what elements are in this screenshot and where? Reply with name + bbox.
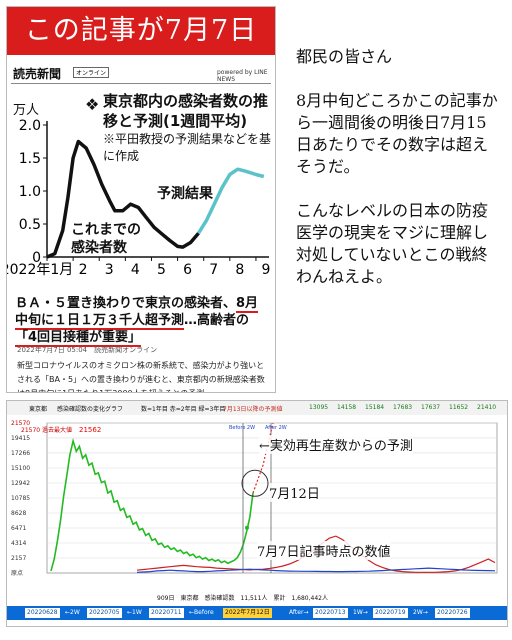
header-location: 東京都	[29, 406, 48, 413]
max-value-label: 21570 過去最大値	[21, 426, 72, 434]
actual-series-line	[46, 139, 200, 259]
chart-note: ※平田教授の予測結果などを基に作成	[103, 132, 272, 163]
nav-after-button[interactable]: After→	[289, 609, 309, 616]
y-tick-label: 4314	[11, 540, 26, 547]
forecast-series-line	[197, 167, 265, 235]
app-header: 東京都 感染確認数の変化グラフ 数=1年目 赤=2年目 緑=3年目 7月13日以…	[7, 401, 507, 415]
news-article-card: この記事が7月7日 読売新聞 オンライン powered by LINE NEW…	[6, 6, 276, 393]
divider	[11, 83, 271, 84]
nav-date-button[interactable]: 20220705	[87, 608, 122, 618]
highlight-circle	[241, 469, 269, 497]
chart-title: 東京都内の感染者数の推移と予測(1週間平均)	[103, 92, 269, 130]
nav-back-1w-button[interactable]: ←1W	[127, 609, 142, 616]
infection-graph-app: 東京都 感染確認数の変化グラフ 数=1年目 赤=2年目 緑=3年目 7月13日以…	[6, 400, 508, 627]
date-navigation: 20220628 ←2W 20220705 ←1W 20220711 ←Befo…	[7, 606, 507, 620]
nav-forward-2w-button[interactable]: 2W→	[413, 609, 428, 616]
user-comment: 都民の皆さん 8月中旬どころかこの記事から一週間後の明後日7月15日あたりでその…	[296, 46, 502, 310]
y-tick-label: 2157	[11, 555, 26, 562]
cube-icon: ❖	[85, 95, 100, 114]
x-tick-label: 5	[157, 262, 166, 278]
comment-paragraph: こんなレベルの日本の防疫医学の現実をマジに理解し対処していないとこの戦終わんねえ…	[296, 201, 489, 286]
date-banner: この記事が7月7日	[7, 7, 275, 55]
nav-date-button[interactable]: 20220628	[25, 608, 60, 618]
nav-forward-1w-button[interactable]: 1W→	[353, 609, 368, 616]
y-tick-label: 6471	[11, 525, 26, 532]
comment-paragraph: 都民の皆さん	[296, 47, 393, 66]
y-tick-label: 19415	[11, 435, 30, 442]
y-tick-label: 15100	[11, 465, 30, 472]
annotation-jul7: 7月7日記事時点の数値	[257, 541, 391, 560]
origin-label: 原点	[11, 569, 23, 577]
series-line	[50, 437, 254, 572]
y-tick-label: 1.5	[19, 151, 41, 167]
y-tick-label: 2.0	[19, 118, 41, 134]
x-tick-label: 2022年1月	[7, 262, 73, 278]
forecast-value: 14158	[337, 404, 357, 411]
x-tick-label: 8	[235, 262, 244, 278]
x-tick-label: 2	[79, 262, 88, 278]
forecast-value: 13095	[309, 404, 329, 411]
x-tick-label: 7	[209, 262, 218, 278]
headline-part: ＢＡ・５置き換わりで東京の感染者、	[15, 296, 237, 311]
y-tick-label: 0	[32, 250, 41, 266]
nav-date-button[interactable]: 20220711	[149, 608, 184, 618]
y-tick-label: 8628	[11, 510, 26, 517]
forecast-series-label: 予測結果	[157, 186, 213, 202]
nav-back-2w-button[interactable]: ←2W	[65, 609, 80, 616]
forecast-value: 11652	[449, 404, 469, 411]
header-title: 感染確認数の変化グラフ	[57, 406, 124, 413]
y-tick-label: 10785	[11, 495, 30, 502]
max-red-label: 21562	[79, 426, 101, 434]
y-tick-label: 1.0	[19, 184, 41, 200]
y-tick-label: 21570	[11, 420, 30, 427]
article-body: 新型コロナウイルスのオミクロン株の新系統で、感染力がより強いとされる「BA・5」…	[17, 361, 265, 392]
nav-date-button[interactable]: 20220726	[435, 608, 470, 618]
y-axis-unit-label: 万人	[13, 103, 40, 118]
nav-date-button[interactable]: 20220719	[373, 608, 408, 618]
status-bar: 909日 東京都 感染確認数 11,511人 累計 1,680,442人	[7, 591, 507, 603]
headline-part: …高齢者の	[184, 313, 250, 328]
status-text: 909日 東京都 感染確認数 11,511人 累計 1,680,442人	[157, 595, 328, 602]
forecast-value: 17683	[393, 404, 413, 411]
x-tick-label: 4	[131, 262, 140, 278]
forecast-value: 15184	[365, 404, 385, 411]
article-headline[interactable]: ＢＡ・５置き換わりで東京の感染者、8月 中旬に１日１万３千人超予測…高齢者の 「…	[15, 295, 271, 347]
jul7-point	[245, 525, 249, 530]
forecast-chart: 0 0.5 1.0 1.5 2.0 2022年1月 2 3 4 5 6 7 8 9	[7, 118, 270, 278]
before-label: Before 2W	[229, 425, 255, 431]
actual-series-label: これまでの感染者数	[71, 222, 141, 256]
projection-line	[252, 422, 274, 494]
x-tick-label: 9	[261, 262, 270, 278]
after-label: After 2W	[265, 425, 287, 431]
header-forecast-caption: 7月13日以降の予測値	[223, 406, 283, 413]
headline-underlined: 8月	[236, 296, 259, 313]
article-meta: 2022年7月7日 05:04 読売新聞オンライン	[17, 346, 158, 354]
newspaper-masthead: 読売新聞	[13, 67, 62, 81]
infection-line-chart: 21570 19415 17266 15100 12942 10785 8628 6471 43…	[11, 420, 498, 577]
series-line	[136, 567, 496, 573]
nav-date-button[interactable]: 20220713	[313, 608, 348, 618]
forecast-value: 17637	[421, 404, 441, 411]
x-tick-label: 6	[183, 262, 192, 278]
y-tick-label: 17266	[11, 450, 30, 457]
comment-paragraph: 8月中旬どころかこの記事から一週間後の明後日7月15日あたりでその数字は超えそう…	[296, 91, 498, 176]
annotation-jul12: 7月12日	[269, 483, 320, 502]
x-tick-label: 3	[105, 262, 114, 278]
powered-by-text: powered by LINE NEWS	[217, 69, 268, 83]
annotation-rt-forecast: ←実効再生産数からの予測	[259, 435, 413, 454]
headline-underlined: 中旬に１日１万３千人超予測	[15, 313, 185, 330]
nav-before-button[interactable]: ←Before	[189, 609, 214, 616]
header-scale: 数=1年目 赤=2年目 緑=3年目	[141, 406, 226, 413]
headline-underlined: 「4回目接種が重要」	[15, 330, 142, 347]
nav-current-date[interactable]: 2022年7月12日	[223, 608, 272, 618]
y-tick-label: 12942	[11, 480, 30, 487]
masthead-tag: オンライン	[73, 67, 110, 78]
forecast-value: 21410	[477, 404, 497, 411]
y-tick-label: 0.5	[19, 217, 41, 233]
